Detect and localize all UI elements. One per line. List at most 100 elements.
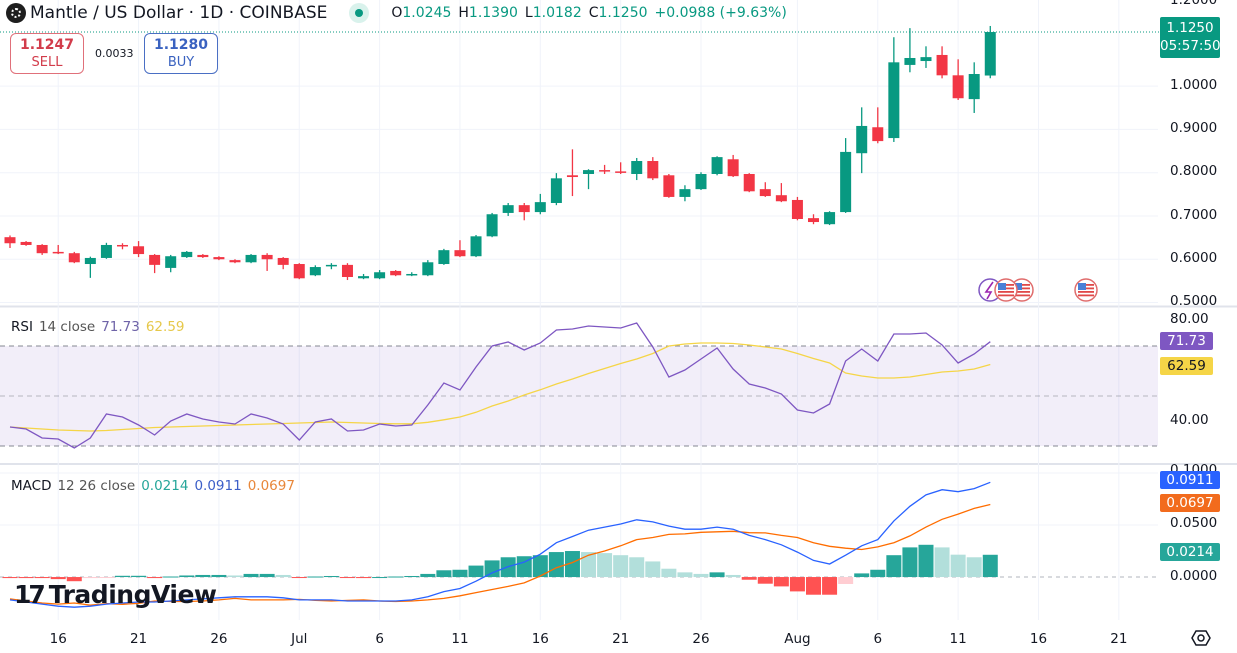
price-tick: 0.8000 [1170,163,1218,179]
candle-body [325,264,337,267]
sell-button[interactable]: 1.1247 SELL [10,33,84,74]
candle [936,46,948,79]
macd-histogram-bar [468,565,484,578]
rsi-legend[interactable]: RSI 14 close 71.73 62.59 [11,319,185,335]
candle-body [534,202,546,213]
macd-histogram-bar [597,553,613,578]
us-flag-stripe [998,294,1014,297]
candle [824,211,836,226]
close-label: C [588,5,599,21]
market-open-icon [349,3,370,23]
macd-histogram-bar [822,577,838,595]
x-axis-tick-label: 11 [950,631,967,647]
x-axis-tick-label: 21 [130,631,147,647]
macd-legend[interactable]: MACD 12 26 close 0.0214 0.0911 0.0697 [11,478,295,494]
macd-histogram-bar [950,554,966,578]
candle-body [791,199,803,220]
candle [116,243,128,250]
rsi-tag: 71.73 [1160,332,1213,350]
price-tick: 0.7000 [1170,207,1218,223]
candle [502,202,514,216]
gear-icon[interactable] [1191,628,1211,648]
candle [406,272,418,277]
candle-body [197,254,209,258]
candle-body [808,218,819,223]
ohlc-values: O1.0245 H1.1390 L1.0182 C1.1250 +0.0988 … [391,5,786,21]
macd-histogram-bar [131,575,147,578]
x-axis-tick-label: 21 [1110,631,1127,647]
us-flag-canton [1078,283,1086,290]
candle [791,196,803,221]
candle-body [888,62,900,139]
candle [454,240,466,258]
macd-histogram-bar [243,573,259,578]
x-axis-tick-label: 16 [532,631,549,647]
macd-histogram-bar [356,577,372,579]
candle-body [4,237,16,244]
macd-histogram-bar [420,573,436,578]
candle-body [566,175,578,178]
macd-tick: 0.1000 [1170,462,1218,472]
macd-histogram-bar [966,557,982,578]
candle [663,173,675,198]
candle-body [711,157,723,174]
macd-histogram-bar [773,577,789,587]
candle-body [149,254,161,265]
candle [358,273,370,280]
candle [550,173,562,206]
candle-body [631,161,643,174]
us-flag-stripe [1014,294,1030,297]
rsi-tick: 40.00 [1170,412,1209,428]
macd-histogram-bar [404,575,420,578]
open-value: 1.0245 [402,5,452,21]
macd-histogram-bar [50,577,66,580]
candle [36,244,48,255]
candle-body [583,170,595,174]
macd-histogram-bar [532,555,548,578]
macd-histogram-bar [307,576,323,578]
tradingview-mark-icon: 17 [14,580,46,609]
open-label: O [391,5,403,21]
x-axis-tick-label: 16 [50,631,67,647]
macd-histogram-bar [2,577,18,579]
x-axis-tick-label: Jul [290,631,307,647]
candle-body [277,257,289,265]
candle-body [213,257,225,260]
candle-body [824,212,836,225]
sell-label: SELL [31,55,63,70]
x-axis-tick-label: 26 [692,631,709,647]
tradingview-logo[interactable]: 17 TradingView [14,580,217,609]
candle-body [968,74,980,100]
buy-price: 1.1280 [153,37,209,53]
macd-signal-line [9,503,991,606]
candle [775,183,787,203]
x-axis-tick-label: 16 [1030,631,1047,647]
macd-histogram-bar [838,577,854,585]
us-flag-icon [1074,278,1098,302]
rsi-tick: 80.00 [1170,311,1209,327]
macd-histogram-bar [436,570,452,578]
candle [888,37,900,142]
macd-histogram-bar [82,577,98,579]
symbol-title[interactable]: Mantle / US Dollar · 1D · COINBASE [30,3,328,23]
last-price-tag: 1.1250 05:57:50 [1160,17,1221,58]
macd-histogram-bar [741,577,757,580]
candle-body [358,276,370,279]
buy-button[interactable]: 1.1280 BUY [144,33,218,74]
last-price: 1.1250 [1166,20,1214,36]
candle [727,154,739,178]
macd-histogram-bar [211,574,227,578]
candle-body [936,54,948,76]
candle-body [165,256,177,268]
candle-body [952,75,964,99]
candle-body [229,260,241,263]
macd-histogram-bar [806,577,821,595]
rsi-params: 14 close [38,319,96,335]
candle [165,254,177,273]
candle-body [904,57,916,65]
candle [711,156,723,176]
candle [438,248,450,265]
candle [422,260,434,277]
bar-countdown: 05:57:50 [1160,38,1221,54]
